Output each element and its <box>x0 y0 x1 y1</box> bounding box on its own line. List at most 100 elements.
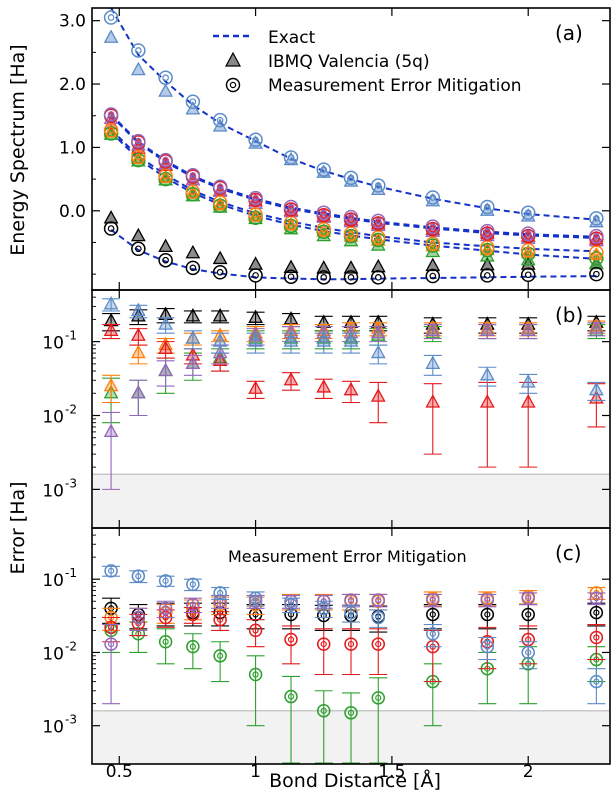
panel-c-point <box>104 637 118 651</box>
panel-c-point-inner <box>593 634 600 641</box>
x-tick-label: 1.5 <box>378 762 405 782</box>
panel-c-point-inner <box>320 605 327 612</box>
panel-b-point <box>479 322 495 336</box>
mitigated-point <box>371 230 386 245</box>
mitigated-point-inner <box>287 273 295 281</box>
mitigated-point-inner <box>593 270 600 278</box>
panel-b-point <box>283 371 299 386</box>
panel-c-point-inner <box>347 596 355 604</box>
mitigated-point-inner <box>320 209 328 217</box>
x-tick-label: 0.5 <box>106 762 133 782</box>
panel-c-point-inner <box>189 643 196 650</box>
panel-b-point <box>520 394 536 408</box>
panel-c-point-inner <box>107 640 115 648</box>
panel-c-point <box>248 591 263 605</box>
panel-c-point <box>316 703 331 718</box>
mitigated-point-inner <box>162 172 169 180</box>
panel-b-point <box>520 374 536 388</box>
mitigated-point-inner <box>374 182 382 189</box>
mitigated-point <box>158 152 173 168</box>
panel-a-ytick-label: 1.0 <box>59 138 86 158</box>
panel-c-point <box>158 601 173 616</box>
panel-b-point <box>158 316 174 330</box>
panel-c-point-inner <box>252 627 259 634</box>
raw-point <box>316 260 332 274</box>
panel-c-point <box>186 577 200 592</box>
x-tick-label: 2 <box>523 762 534 782</box>
mitigated-point <box>371 213 386 229</box>
mitigated-point-inner <box>252 272 259 279</box>
mitigated-point-inner <box>483 230 491 237</box>
panel-b-point <box>425 394 441 408</box>
mitigated-point <box>589 211 604 226</box>
mitigated-point-inner <box>107 225 115 232</box>
panel-c-ytick-label: 10 <box>42 718 64 738</box>
panel-c-point-inner <box>593 678 600 685</box>
mitigated-point <box>520 242 536 258</box>
mitigated-point-inner <box>374 273 382 281</box>
panel-c-point-inner <box>217 652 224 659</box>
panel-b-point <box>248 309 263 323</box>
mitigated-point-inner <box>483 246 491 254</box>
panel-c-point <box>186 639 200 654</box>
mitigated-point-inner <box>347 216 355 223</box>
mitigated-point <box>283 269 299 284</box>
panel-a-ytick-label: 0.0 <box>59 202 86 222</box>
mitigated-point-inner <box>429 225 437 233</box>
panel-c-point <box>131 610 146 625</box>
panel-c-point-inner <box>135 614 142 621</box>
mitigated-point-inner <box>374 234 382 241</box>
panel-c-point <box>213 649 227 663</box>
raw-point <box>158 83 174 97</box>
panel-c-point-inner <box>593 595 600 602</box>
panel-c-point <box>213 586 227 600</box>
mitigated-point-inner <box>347 174 355 182</box>
panel-c-label: (c) <box>555 541 582 565</box>
panel-c-point-inner <box>162 638 169 645</box>
mitigated-point <box>248 207 263 222</box>
mitigated-point <box>520 267 536 283</box>
panel-b-ytick-label: 10 <box>42 334 64 354</box>
panel-c-point <box>589 674 604 689</box>
panel-c-point-inner <box>484 611 491 618</box>
panel-c-ytick-exponent: -3 <box>65 713 77 727</box>
raw-point <box>520 256 536 270</box>
raw-point <box>130 61 146 76</box>
mitigated-point-inner <box>189 190 197 198</box>
panel-c-point <box>589 605 604 620</box>
mitigated-point <box>520 205 536 220</box>
panel-c-point <box>316 637 331 651</box>
panel-b-point <box>425 355 441 370</box>
mitigated-point <box>316 221 331 237</box>
mitigated-point <box>131 149 146 165</box>
mitigated-point-inner <box>320 273 328 281</box>
raw-point <box>103 29 119 43</box>
panel-c-point <box>248 623 263 638</box>
mitigated-point <box>103 123 119 138</box>
legend: Exact IBMQ Valencia (5q) Measurement Err… <box>213 28 522 96</box>
mitigated-point <box>103 221 119 236</box>
panel-c-point <box>158 634 173 649</box>
panel-b-point <box>212 307 228 322</box>
panel-b-point <box>248 333 263 347</box>
panel-c-point-inner <box>525 595 532 602</box>
panel-c-ytick-label: 10 <box>42 644 64 664</box>
mitigated-point-inner <box>524 230 532 237</box>
mitigated-point <box>158 70 173 85</box>
panel-b-point <box>130 344 146 359</box>
panel-b-point <box>370 324 386 339</box>
mitigated-point-inner <box>320 225 328 233</box>
mitigated-point-inner <box>320 228 328 236</box>
raw-point <box>343 260 359 274</box>
panel-b-point <box>520 322 536 336</box>
raw-point <box>316 164 332 178</box>
mitigated-point <box>425 219 441 234</box>
panel-c-point <box>521 645 535 660</box>
mitigated-point <box>425 268 441 284</box>
panel-c-point-inner <box>375 596 382 604</box>
mitigated-point <box>316 270 331 285</box>
panel-b-point <box>343 333 359 347</box>
exact-curve <box>110 131 597 260</box>
panel-c-point <box>480 639 495 654</box>
panel-c-point <box>186 597 200 612</box>
